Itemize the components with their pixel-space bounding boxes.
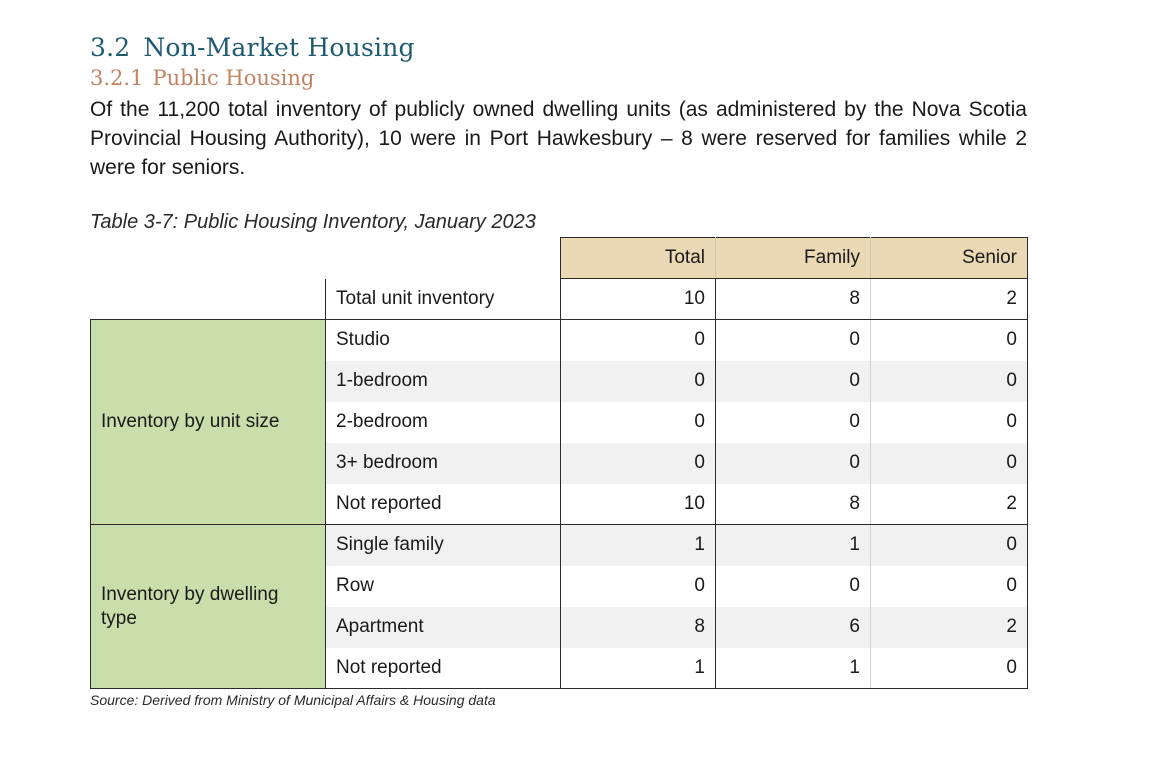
section-title: Non-Market Housing	[143, 33, 415, 62]
cell-family: 1	[715, 524, 871, 566]
table-header-row: Total Family Senior	[90, 237, 1028, 279]
cell-family: 0	[715, 442, 871, 484]
cell-total: 10	[560, 278, 716, 320]
empty-cell	[90, 237, 326, 279]
subsection-heading: 3.2.1 Public Housing	[90, 66, 314, 90]
row-label: 3+ bedroom	[325, 442, 561, 484]
table-row-total: Total unit inventory 10 8 2	[90, 278, 1028, 320]
cell-total: 0	[560, 319, 716, 361]
cell-senior: 0	[870, 524, 1028, 566]
cell-senior: 0	[870, 565, 1028, 607]
cell-senior: 2	[870, 606, 1028, 648]
table-row: 1-bedroom 0 0 0	[91, 360, 1028, 402]
column-header-family: Family	[715, 237, 871, 279]
cell-senior: 0	[870, 360, 1028, 402]
group-label-unit-size: Inventory by unit size	[90, 319, 326, 525]
row-label: 1-bedroom	[325, 360, 561, 402]
cell-senior: 2	[870, 278, 1028, 320]
subsection-number: 3.2.1	[90, 66, 144, 90]
table-source-note: Source: Derived from Ministry of Municip…	[90, 692, 496, 708]
cell-total: 0	[560, 442, 716, 484]
section-heading: 3.2 Non-Market Housing	[90, 33, 415, 62]
table-row: Inventory by unit size Studio 0 0 0	[90, 319, 1028, 525]
cell-senior: 0	[870, 442, 1028, 484]
table-row: Apartment 8 6 2	[91, 606, 1028, 648]
table-row: Inventory by dwelling type Single family…	[90, 524, 1028, 689]
row-label: Single family	[325, 524, 561, 566]
cell-senior: 0	[870, 401, 1028, 443]
cell-family: 0	[715, 319, 871, 361]
row-label: Not reported	[325, 647, 561, 689]
group-label-dwelling-type: Inventory by dwelling type	[90, 524, 326, 689]
cell-total: 0	[560, 565, 716, 607]
body-paragraph: Of the 11,200 total inventory of publicl…	[90, 98, 1027, 179]
cell-senior: 2	[870, 483, 1028, 525]
row-label: Studio	[325, 319, 561, 361]
table-row: 3+ bedroom 0 0 0	[91, 442, 1028, 484]
cell-total: 0	[560, 360, 716, 402]
table-row: Row 0 0 0	[91, 565, 1028, 607]
table-caption: Table 3-7: Public Housing Inventory, Jan…	[90, 211, 536, 233]
row-label: Not reported	[325, 483, 561, 525]
cell-total: 0	[560, 401, 716, 443]
cell-family: 0	[715, 565, 871, 607]
table-row: 2-bedroom 0 0 0	[91, 401, 1028, 443]
cell-senior: 0	[870, 319, 1028, 361]
cell-total: 10	[560, 483, 716, 525]
cell-family: 0	[715, 401, 871, 443]
cell-total: 1	[560, 647, 716, 689]
cell-family: 6	[715, 606, 871, 648]
table-row: Not reported 1 1 0	[91, 647, 1028, 689]
cell-family: 1	[715, 647, 871, 689]
cell-family: 8	[715, 483, 871, 525]
cell-total: 8	[560, 606, 716, 648]
column-header-senior: Senior	[870, 237, 1028, 279]
empty-cell	[325, 237, 561, 279]
table-row: Not reported 10 8 2	[91, 483, 1028, 525]
section-number: 3.2	[90, 33, 131, 62]
subsection-title: Public Housing	[152, 66, 315, 90]
public-housing-table: Total Family Senior Total unit inventory…	[90, 237, 1028, 689]
cell-family: 0	[715, 360, 871, 402]
cell-family: 8	[715, 278, 871, 320]
row-label: Total unit inventory	[325, 278, 561, 320]
cell-total: 1	[560, 524, 716, 566]
row-label: 2-bedroom	[325, 401, 561, 443]
row-label: Apartment	[325, 606, 561, 648]
cell-senior: 0	[870, 647, 1028, 689]
empty-cell	[90, 278, 326, 320]
column-header-total: Total	[560, 237, 716, 279]
row-label: Row	[325, 565, 561, 607]
